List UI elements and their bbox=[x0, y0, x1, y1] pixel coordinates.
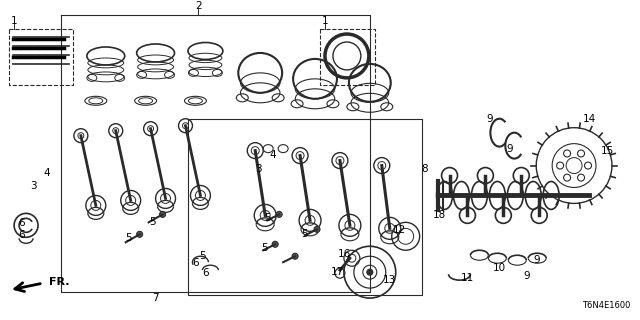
Text: 16: 16 bbox=[339, 249, 351, 259]
Circle shape bbox=[137, 231, 143, 237]
Text: 13: 13 bbox=[383, 275, 396, 285]
Circle shape bbox=[272, 241, 278, 247]
Text: 2: 2 bbox=[195, 1, 202, 11]
Text: 9: 9 bbox=[506, 144, 513, 154]
Text: 9: 9 bbox=[523, 271, 529, 281]
Circle shape bbox=[314, 226, 320, 232]
Text: T6N4E1600: T6N4E1600 bbox=[582, 301, 631, 310]
Text: 8: 8 bbox=[421, 164, 428, 173]
Circle shape bbox=[276, 212, 282, 217]
Circle shape bbox=[577, 150, 584, 157]
Text: 6: 6 bbox=[192, 258, 199, 268]
Circle shape bbox=[584, 162, 591, 169]
Circle shape bbox=[564, 174, 571, 181]
Text: 5: 5 bbox=[261, 243, 268, 253]
Text: 9: 9 bbox=[533, 255, 540, 265]
Circle shape bbox=[577, 174, 584, 181]
Text: 6: 6 bbox=[18, 230, 24, 240]
Text: 4: 4 bbox=[44, 168, 51, 178]
Text: 5: 5 bbox=[264, 213, 271, 223]
Circle shape bbox=[564, 150, 571, 157]
Text: 4: 4 bbox=[270, 149, 276, 160]
Circle shape bbox=[292, 253, 298, 259]
Text: 5: 5 bbox=[149, 217, 156, 227]
Text: 12: 12 bbox=[393, 225, 406, 235]
Text: 11: 11 bbox=[461, 273, 474, 283]
Text: 1: 1 bbox=[322, 16, 328, 26]
Text: 3: 3 bbox=[255, 164, 262, 173]
Text: 7: 7 bbox=[152, 293, 159, 303]
Text: 5: 5 bbox=[125, 233, 132, 243]
Text: 17: 17 bbox=[332, 267, 344, 277]
Text: 14: 14 bbox=[582, 114, 596, 124]
Text: 6: 6 bbox=[18, 218, 24, 228]
Circle shape bbox=[557, 162, 564, 169]
Circle shape bbox=[159, 212, 166, 217]
Text: 3: 3 bbox=[29, 181, 36, 191]
Text: 1: 1 bbox=[11, 16, 17, 26]
Text: 6: 6 bbox=[202, 268, 209, 278]
Text: 9: 9 bbox=[486, 114, 493, 124]
Text: FR.: FR. bbox=[49, 277, 70, 287]
Text: 15: 15 bbox=[600, 146, 614, 156]
Text: 10: 10 bbox=[493, 263, 506, 273]
Text: 5: 5 bbox=[301, 229, 307, 239]
Text: 18: 18 bbox=[433, 210, 446, 220]
Text: 5: 5 bbox=[199, 251, 205, 261]
Circle shape bbox=[367, 269, 373, 275]
